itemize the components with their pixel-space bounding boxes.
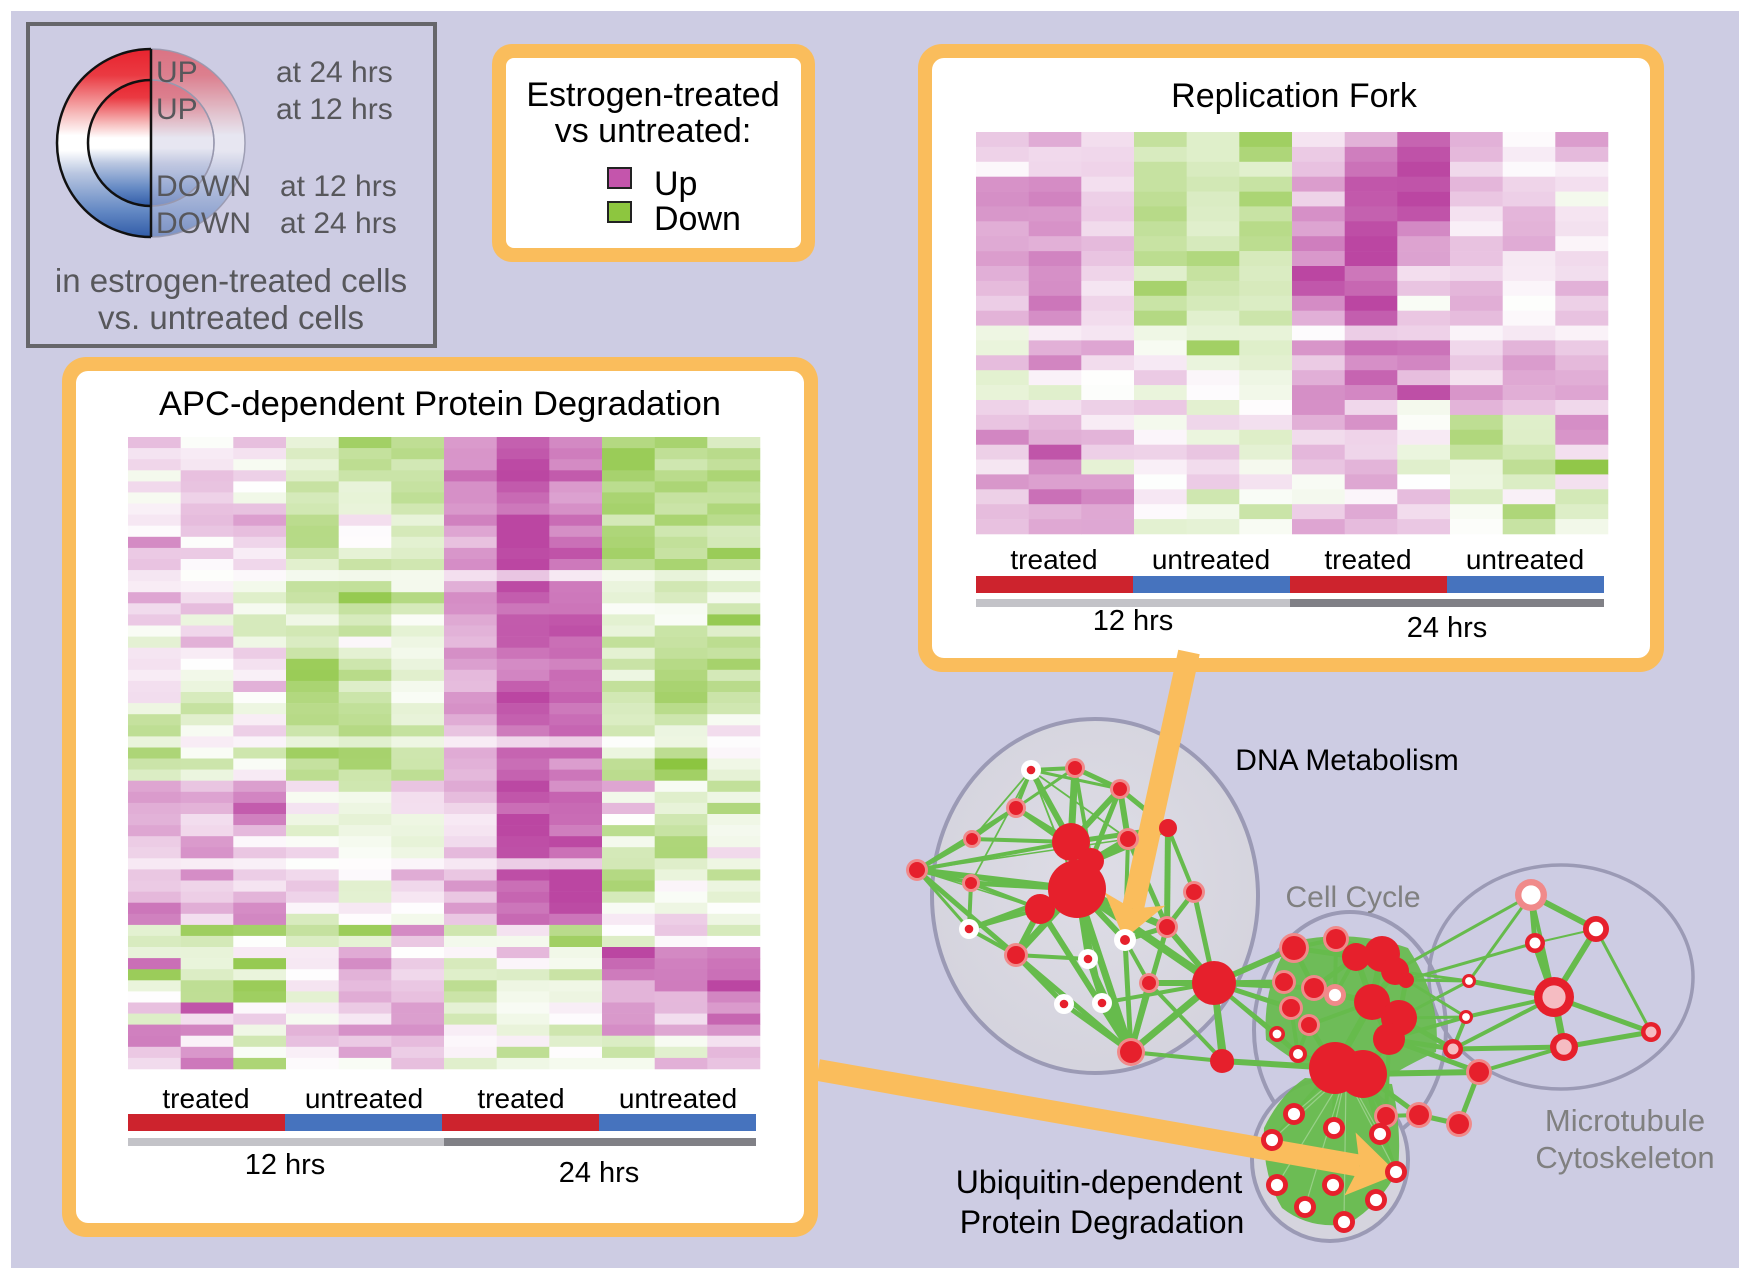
svg-text:Estrogen-treated: Estrogen-treated bbox=[526, 76, 779, 114]
svg-text:treated: treated bbox=[162, 1083, 249, 1114]
svg-text:APC-dependent Protein Degradat: APC-dependent Protein Degradation bbox=[159, 385, 721, 423]
svg-text:UP: UP bbox=[156, 56, 198, 89]
svg-text:Cell Cycle: Cell Cycle bbox=[1285, 881, 1420, 914]
svg-text:Protein Degradation: Protein Degradation bbox=[960, 1204, 1245, 1240]
svg-text:vs untreated:: vs untreated: bbox=[555, 112, 752, 150]
svg-text:at 24 hrs: at 24 hrs bbox=[280, 207, 397, 240]
svg-text:in estrogen-treated cells: in estrogen-treated cells bbox=[55, 262, 407, 299]
svg-text:vs. untreated cells: vs. untreated cells bbox=[98, 299, 364, 336]
svg-text:12 hrs: 12 hrs bbox=[1093, 605, 1174, 637]
svg-text:untreated: untreated bbox=[1466, 544, 1584, 575]
svg-text:DOWN: DOWN bbox=[156, 207, 251, 240]
svg-text:untreated: untreated bbox=[619, 1083, 737, 1114]
svg-text:treated: treated bbox=[1010, 544, 1097, 575]
svg-text:24 hrs: 24 hrs bbox=[1407, 612, 1488, 644]
svg-text:untreated: untreated bbox=[1152, 544, 1270, 575]
svg-text:Cytoskeleton: Cytoskeleton bbox=[1535, 1140, 1714, 1175]
svg-text:treated: treated bbox=[1324, 544, 1411, 575]
svg-text:treated: treated bbox=[477, 1083, 564, 1114]
svg-text:Down: Down bbox=[654, 200, 741, 238]
svg-text:Up: Up bbox=[654, 165, 697, 203]
svg-text:DOWN: DOWN bbox=[156, 170, 251, 203]
svg-text:at 12 hrs: at 12 hrs bbox=[280, 170, 397, 203]
svg-text:Microtubule: Microtubule bbox=[1545, 1103, 1705, 1138]
svg-text:DNA Metabolism: DNA Metabolism bbox=[1235, 744, 1458, 777]
svg-text:untreated: untreated bbox=[305, 1083, 423, 1114]
svg-text:Ubiquitin-dependent: Ubiquitin-dependent bbox=[956, 1164, 1243, 1200]
svg-text:at 12 hrs: at 12 hrs bbox=[276, 93, 393, 126]
svg-text:Replication Fork: Replication Fork bbox=[1171, 77, 1418, 115]
svg-text:UP: UP bbox=[156, 93, 198, 126]
svg-text:at 24 hrs: at 24 hrs bbox=[276, 56, 393, 89]
svg-text:12 hrs: 12 hrs bbox=[245, 1149, 326, 1181]
svg-text:24 hrs: 24 hrs bbox=[559, 1157, 640, 1189]
